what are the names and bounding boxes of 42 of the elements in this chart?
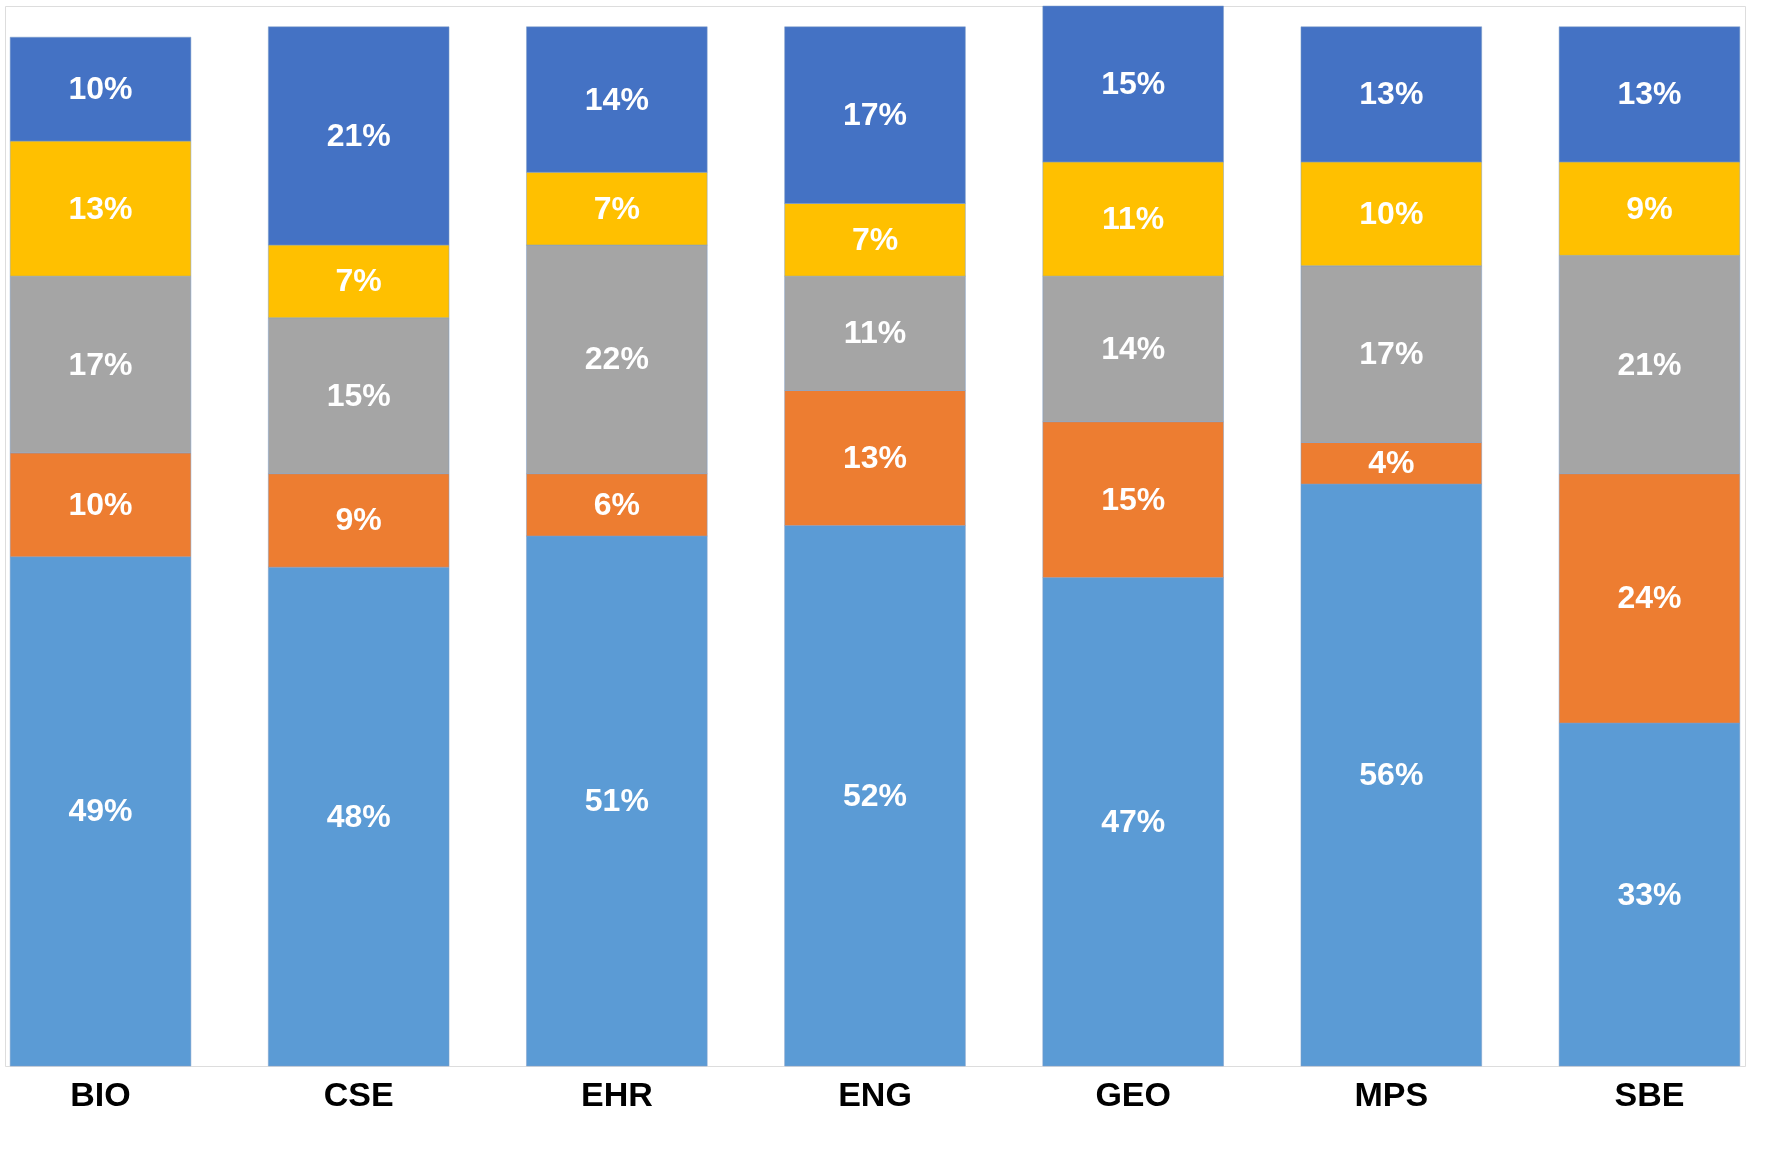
x-tick-label: GEO	[1095, 1074, 1171, 1113]
x-tick-label: SBE	[1614, 1074, 1685, 1113]
data-label: 13%	[842, 439, 908, 476]
data-label: 10%	[1359, 194, 1424, 231]
data-label: 48%	[326, 797, 391, 834]
data-label: 13%	[68, 189, 133, 226]
x-tick-label: EHR	[580, 1074, 653, 1113]
x-tick-label: MPS	[1354, 1074, 1429, 1113]
data-label: 7%	[593, 189, 640, 226]
data-label: 11%	[1102, 200, 1165, 237]
data-label: 22%	[584, 340, 649, 377]
data-label: 14%	[584, 80, 649, 117]
data-label: 17%	[1359, 335, 1424, 372]
data-label: 15%	[1101, 64, 1166, 101]
data-label: 9%	[1626, 189, 1673, 226]
data-label: 51%	[584, 782, 649, 818]
data-label: 10%	[68, 485, 133, 522]
x-tick-label: BIO	[70, 1074, 131, 1113]
data-label: 15%	[1101, 480, 1166, 517]
data-label: 56%	[1359, 756, 1424, 793]
data-label: 17%	[68, 345, 133, 382]
data-label: 24%	[1617, 579, 1682, 616]
data-label: 11%	[843, 314, 907, 351]
data-label: 13%	[1617, 75, 1682, 112]
data-label: 13%	[1359, 75, 1424, 112]
data-label: 4%	[1368, 444, 1415, 481]
data-label: 10%	[68, 70, 133, 107]
data-label: 6%	[593, 485, 640, 522]
data-label: 49%	[68, 792, 133, 829]
x-tick-label: CSE	[323, 1074, 394, 1113]
data-label: 21%	[1617, 345, 1682, 382]
data-label: 15%	[326, 376, 391, 413]
data-label: 47%	[1101, 802, 1166, 839]
data-label: 7%	[335, 262, 382, 299]
data-label: 14%	[1101, 329, 1166, 366]
data-label: 7%	[851, 220, 899, 257]
x-tick-label: ENG	[838, 1074, 912, 1113]
data-label: 52%	[842, 776, 908, 813]
data-label: 17%	[842, 96, 908, 133]
data-label: 9%	[335, 501, 382, 538]
data-label: 21%	[326, 116, 391, 153]
data-label: 33%	[1617, 875, 1682, 912]
